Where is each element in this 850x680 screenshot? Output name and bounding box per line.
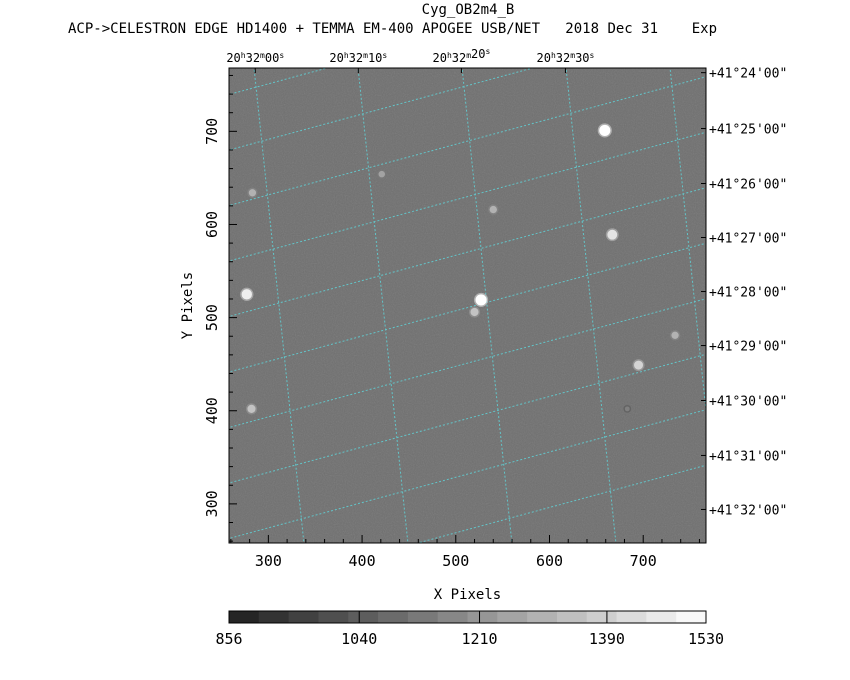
star <box>247 404 256 413</box>
dec-label: +41°27'00" <box>709 232 787 247</box>
star <box>607 229 618 240</box>
star <box>634 360 644 370</box>
dec-label: +41°25'00" <box>709 123 787 138</box>
image-noise <box>229 68 706 543</box>
dec-grid-line <box>415 464 706 543</box>
star <box>489 205 497 214</box>
colorbar-step <box>258 611 290 623</box>
colorbar-label: 856 <box>215 630 242 648</box>
star <box>599 124 611 136</box>
dec-label: +41°26'00" <box>709 177 787 192</box>
colorbar-step <box>467 611 498 623</box>
colorbar-label: 1530 <box>688 630 724 648</box>
dec-label: +41°24'00" <box>709 67 787 82</box>
y-axis-title: Y Pixels <box>180 272 196 339</box>
colorbar-label: 1390 <box>589 630 625 648</box>
dec-grid-line <box>219 0 716 42</box>
x-tick-label: 300 <box>255 552 282 570</box>
colorbar-step <box>407 611 439 623</box>
colorbar-step <box>556 611 588 623</box>
dec-grid-line <box>229 68 330 96</box>
dec-label: +41°29'00" <box>709 340 787 355</box>
page-title: Cyg_OB2m4_B <box>421 2 515 18</box>
ra-grid-line <box>461 68 513 543</box>
colorbar-step <box>288 611 319 623</box>
x-tick-label: 700 <box>630 552 657 570</box>
dec-label: +41°28'00" <box>709 286 787 301</box>
wcs-grid <box>219 0 716 543</box>
x-tick-label: 600 <box>536 552 563 570</box>
x-tick-label: 400 <box>349 552 376 570</box>
y-tick-label: 700 <box>203 118 221 145</box>
dec-grid-line <box>229 76 706 207</box>
colorbar-step <box>676 611 707 623</box>
colorbar: 856 1040 1210 1390 1530 <box>215 610 724 648</box>
colorbar-step <box>616 611 647 623</box>
dec-grid-line <box>229 187 706 318</box>
dec-label: +41°32'00" <box>709 503 787 518</box>
dec-grid-line <box>229 131 706 262</box>
plot-frame <box>228 67 707 544</box>
ra-grid-line <box>253 68 305 543</box>
colorbar-label: 1210 <box>461 630 497 648</box>
dec-grid-line <box>229 68 535 151</box>
star <box>475 294 487 306</box>
dec-label: +41°31'00" <box>709 449 787 464</box>
ra-label: 20h32m30s <box>537 51 595 65</box>
stars <box>240 123 681 415</box>
dec-grid-line <box>229 242 706 373</box>
ra-grid-line <box>357 68 409 543</box>
colorbar-step <box>378 611 409 623</box>
star <box>248 189 257 197</box>
star <box>378 170 386 178</box>
colorbar-step <box>348 611 379 623</box>
ra-label: 20h32m20s <box>432 47 490 65</box>
ra-label: 20h32m10s <box>329 51 387 65</box>
dec-grid-line <box>229 353 706 484</box>
y-tick-label: 500 <box>203 304 221 331</box>
plot-area <box>219 0 716 543</box>
dec-label: +41°30'00" <box>709 395 787 410</box>
y-tick-label: 600 <box>203 211 221 238</box>
page-subtitle: ACP->CELESTRON EDGE HD1400 + TEMMA EM-40… <box>68 21 718 37</box>
colorbar-label: 1040 <box>341 630 377 648</box>
star <box>624 406 630 412</box>
star <box>671 331 679 339</box>
axes: 300 400 500 600 700 300 400 500 600 700 X Pixels Y … <box>180 47 787 603</box>
colorbar-step <box>586 611 618 623</box>
star <box>470 307 479 317</box>
y-tick-label: 400 <box>203 397 221 424</box>
colorbar-step <box>229 611 260 623</box>
ra-label: 20h32m00s <box>226 51 284 65</box>
x-tick-label: 500 <box>442 552 469 570</box>
dec-grid-line <box>229 409 706 540</box>
x-axis-title: X Pixels <box>434 587 501 603</box>
colorbar-step <box>646 611 677 623</box>
colorbar-step <box>497 611 528 623</box>
ra-grid-line <box>669 68 706 416</box>
colorbar-step <box>318 611 349 623</box>
colorbar-step <box>437 611 468 623</box>
colorbar-step <box>527 611 558 623</box>
ra-grid-line <box>565 68 617 543</box>
star <box>241 289 252 300</box>
dec-grid-line <box>229 298 706 429</box>
y-tick-label: 300 <box>203 490 221 517</box>
